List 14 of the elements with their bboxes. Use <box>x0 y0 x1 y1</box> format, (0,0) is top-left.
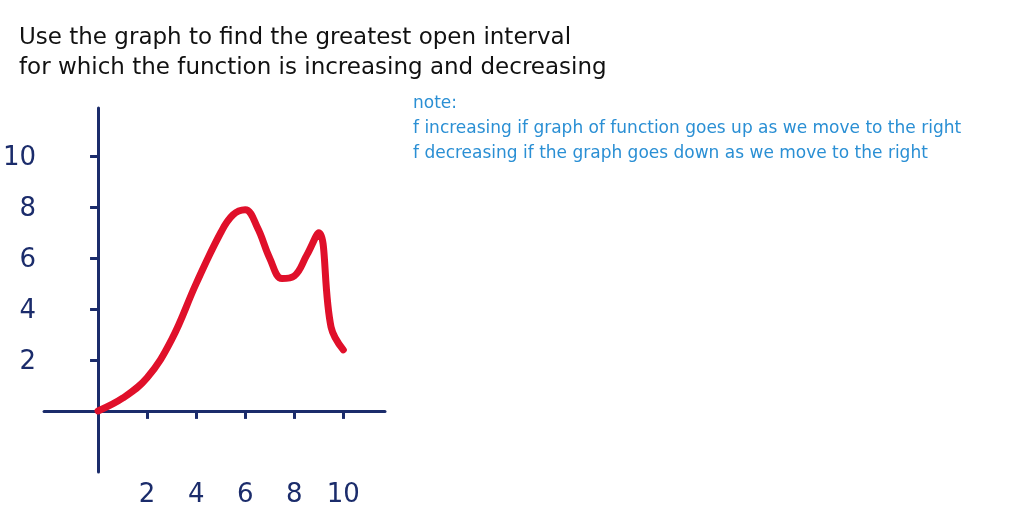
x-tick-label: 10 <box>326 478 360 506</box>
y-tick-label: 2 <box>19 345 37 375</box>
x-tick-label: 4 <box>187 478 205 506</box>
x-tick-label: 6 <box>236 478 254 506</box>
text: f decreasing if the graph goes down as we move to the right <box>413 141 929 162</box>
x-tick-label: 8 <box>285 478 303 506</box>
y-tick-label: 6 <box>19 243 37 274</box>
y-tick-label: 10 <box>2 141 37 172</box>
text: f increasing if graph of function goes up as we move to the right <box>413 116 962 137</box>
text: note: <box>413 91 458 112</box>
x-tick-label: 2 <box>138 478 156 506</box>
y-tick-label: 8 <box>19 192 37 223</box>
chart-title: Use the graph to find the greatest open interval for which the function is increasing and decreasing <box>19 23 607 79</box>
y-tick-label: 4 <box>19 294 37 325</box>
